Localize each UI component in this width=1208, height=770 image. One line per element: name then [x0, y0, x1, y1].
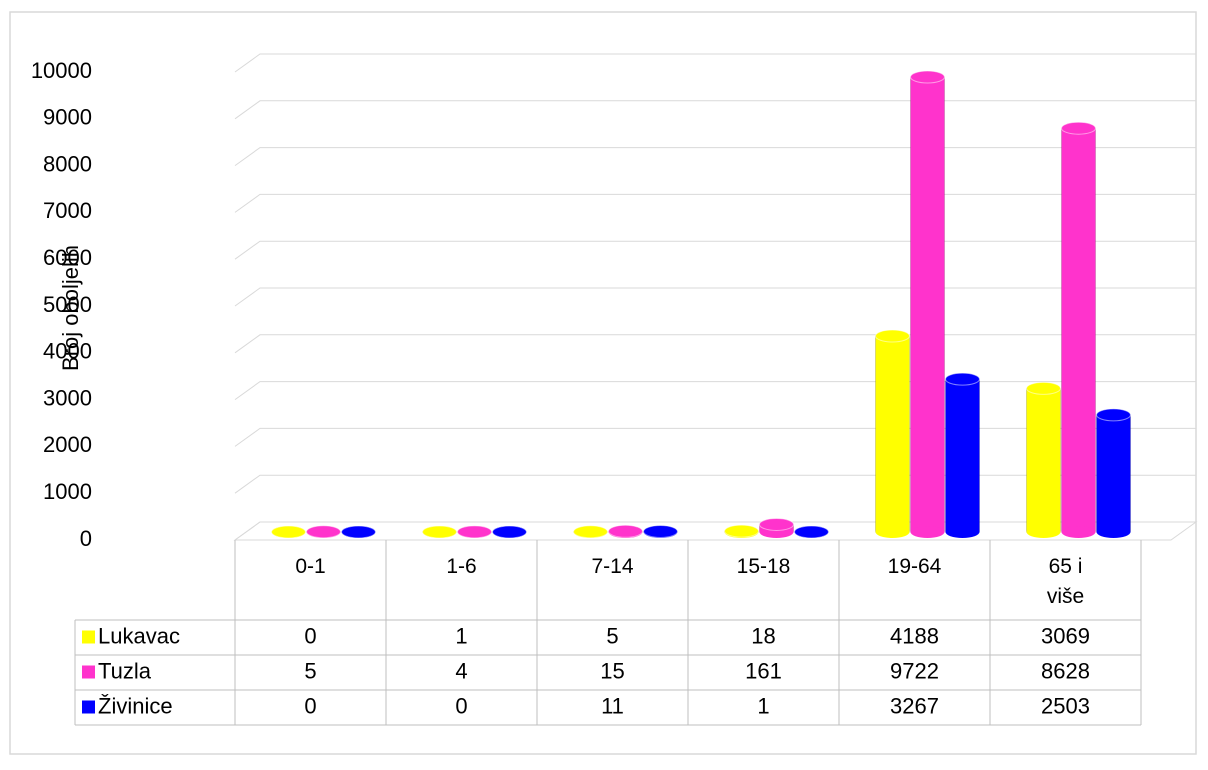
y-tick-label: 4000	[43, 339, 92, 364]
cylinder-base	[1097, 526, 1131, 538]
cylinder-body	[876, 336, 910, 532]
cylinder-top	[272, 526, 306, 538]
cylinder-top	[342, 526, 376, 538]
frame	[10, 12, 1196, 754]
legend-label: Živinice	[98, 693, 173, 718]
x-tick-label-box: 15-18	[688, 552, 839, 627]
x-tick-label-box: 19-64	[839, 552, 990, 627]
legend-key	[82, 631, 95, 644]
x-tick-label: 0-1	[276, 552, 346, 582]
table-value: 3069	[1041, 623, 1090, 648]
table-value: 0	[304, 623, 316, 648]
table-value: 18	[751, 623, 775, 648]
table-value: 5	[304, 658, 316, 683]
y-tick-label: 2000	[43, 432, 92, 457]
cylinder-top	[1062, 122, 1096, 134]
cylinder-base	[1027, 526, 1061, 538]
cylinder-top	[876, 330, 910, 342]
table-value: 9722	[890, 658, 939, 683]
table-value: 4188	[890, 623, 939, 648]
cylinder-body	[1097, 415, 1131, 532]
x-tick-label: 7-14	[578, 552, 648, 582]
x-tick-label: 65 i više	[1031, 552, 1101, 612]
y-tick-label: 7000	[43, 198, 92, 223]
x-tick-label: 15-18	[729, 552, 799, 582]
table-value: 3267	[890, 693, 939, 718]
cylinder-top	[911, 71, 945, 83]
cylinder-base	[1062, 526, 1096, 538]
cylinder-top	[725, 525, 759, 537]
cylinder-base	[876, 526, 910, 538]
legend-key	[82, 701, 95, 714]
cylinder-top	[760, 518, 794, 530]
y-tick-label: 6000	[43, 245, 92, 270]
cylinder-base	[946, 526, 980, 538]
cylinder-top	[1027, 382, 1061, 394]
cylinder-top	[644, 525, 678, 537]
table-value: 1	[455, 623, 467, 648]
x-tick-label-box: 65 i više	[990, 552, 1141, 627]
cylinder-top	[458, 526, 492, 538]
cylinder-top	[574, 526, 608, 538]
table-value: 8628	[1041, 658, 1090, 683]
table-value: 4	[455, 658, 467, 683]
cylinder-top	[795, 526, 829, 538]
x-tick-label: 19-64	[880, 552, 950, 582]
cylinder-top	[307, 526, 341, 538]
x-tick-label: 1-6	[427, 552, 497, 582]
cylinder-top	[946, 373, 980, 385]
cylinder-top	[1097, 409, 1131, 421]
cylinder-body	[1062, 128, 1096, 532]
cylinder-body	[911, 77, 945, 532]
legend-label: Lukavac	[98, 623, 180, 648]
cylinder-top	[493, 526, 527, 538]
x-tick-label-box: 1-6	[386, 552, 537, 627]
legend-label: Tuzla	[98, 658, 152, 683]
x-tick-label-box: 7-14	[537, 552, 688, 627]
x-tick-label-box: 0-1	[235, 552, 386, 627]
cylinder-top	[609, 525, 643, 537]
table-value: 11	[601, 693, 624, 718]
y-tick-label: 1000	[43, 479, 92, 504]
cylinder-body	[1027, 388, 1061, 532]
y-tick-label: 8000	[43, 151, 92, 176]
y-tick-label: 10000	[31, 58, 92, 83]
table-value: 2503	[1041, 693, 1090, 718]
y-tick-label: 9000	[43, 105, 92, 130]
table-value: 1	[757, 693, 769, 718]
legend-key	[82, 666, 95, 679]
y-tick-label: 3000	[43, 385, 92, 410]
y-tick-label: 0	[80, 526, 92, 551]
table-value: 15	[600, 658, 624, 683]
cylinder-top	[423, 526, 457, 538]
y-tick-label: 5000	[43, 292, 92, 317]
table-value: 0	[455, 693, 467, 718]
table-value: 0	[304, 693, 316, 718]
table-value: 161	[745, 658, 782, 683]
cylinder-base	[911, 526, 945, 538]
cylinder-body	[946, 379, 980, 532]
table-value: 5	[606, 623, 618, 648]
